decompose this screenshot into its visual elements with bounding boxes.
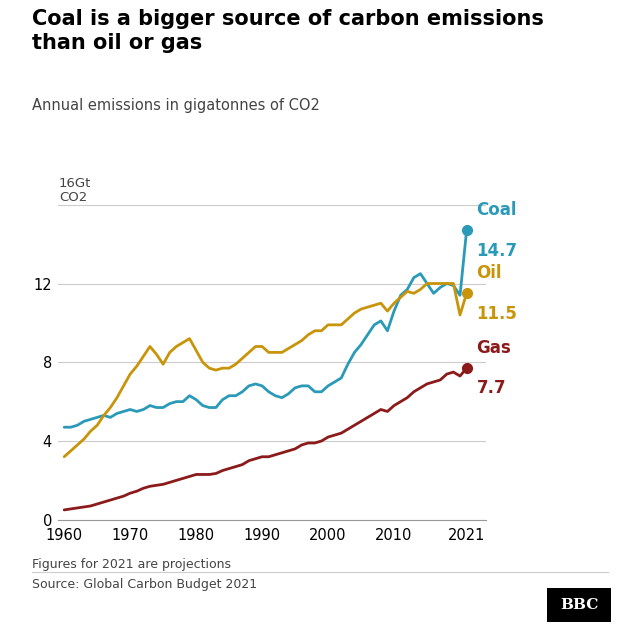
Text: Coal is a bigger source of carbon emissions
than oil or gas: Coal is a bigger source of carbon emissi… [32, 9, 544, 54]
Text: 7.7: 7.7 [477, 379, 506, 398]
Text: Coal: Coal [477, 201, 517, 219]
Text: Source: Global Carbon Budget 2021: Source: Global Carbon Budget 2021 [32, 578, 257, 592]
Text: BBC: BBC [560, 598, 598, 612]
Text: Oil: Oil [477, 264, 502, 282]
Text: Gas: Gas [477, 339, 511, 357]
Text: Annual emissions in gigatonnes of CO2: Annual emissions in gigatonnes of CO2 [32, 98, 320, 113]
Text: 11.5: 11.5 [477, 305, 517, 323]
Text: 14.7: 14.7 [477, 242, 518, 260]
Text: 16Gt
CO2: 16Gt CO2 [59, 177, 92, 204]
Text: Figures for 2021 are projections: Figures for 2021 are projections [32, 558, 231, 571]
